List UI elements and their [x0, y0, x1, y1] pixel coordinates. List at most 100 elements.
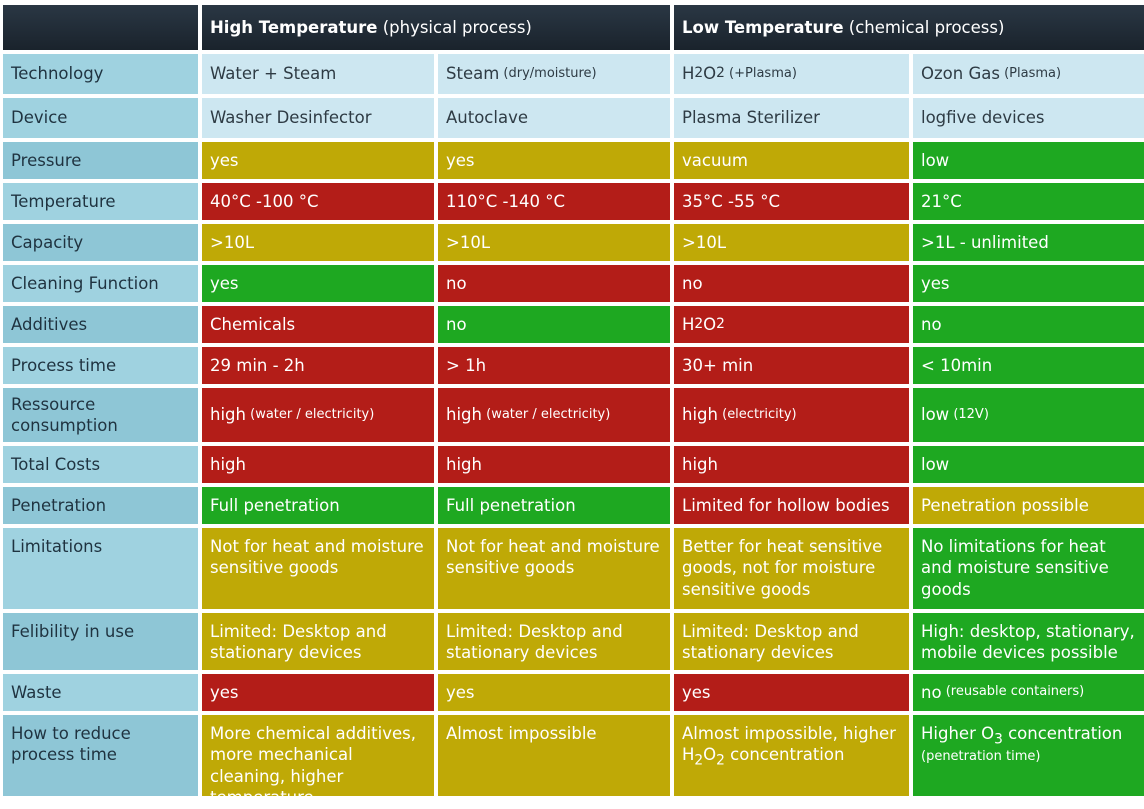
cell-waste-1: yes [202, 674, 434, 711]
cell-reduce-4: Higher O3 concentration (penetration tim… [913, 715, 1144, 796]
cell-reduce-2: Almost impossible [438, 715, 670, 796]
header-low-temperature: Low Temperature (chemical process) [674, 5, 1144, 50]
row-label-total-costs: Total Costs [3, 446, 198, 483]
additives-sub2: 2 [716, 315, 725, 332]
cell-technology-steam: Steam (dry/moisture) [438, 54, 670, 94]
cell-resource-3: high (electricity) [674, 388, 909, 442]
cell-pressure-1: yes [202, 142, 434, 179]
technology-steam-main: Steam [446, 64, 500, 84]
cell-resource-2: high (water / electricity) [438, 388, 670, 442]
row-label-process-time: Process time [3, 347, 198, 384]
cell-limitations-1: Not for heat and moisture sensitive good… [202, 528, 434, 609]
cell-process-time-3: 30+ min [674, 347, 909, 384]
row-label-resource: Ressource consumption [3, 388, 198, 442]
cell-penetration-1: Full penetration [202, 487, 434, 524]
cell-reduce-1: More chemical additives, more mechanical… [202, 715, 434, 807]
cell-device-logfive: logfive devices [913, 98, 1144, 138]
row-label-waste: Waste [3, 674, 198, 711]
row-label-additives: Additives [3, 306, 198, 343]
reduce-4-note: (penetration time) [921, 749, 1041, 765]
reduce-4-sub: 3 [994, 731, 1003, 748]
resource-1-note: (water / electricity) [245, 406, 375, 422]
cell-waste-3: yes [674, 674, 909, 711]
cell-capacity-1: >10L [202, 224, 434, 261]
cell-flexibility-3: Limited: Desktop and stationary devices [674, 613, 909, 670]
cell-limitations-2: Not for heat and moisture sensitive good… [438, 528, 670, 609]
cell-additives-2: no [438, 306, 670, 343]
cell-waste-2: yes [438, 674, 670, 711]
additives-sub: 2 [694, 315, 704, 332]
cell-flexibility-4: High: desktop, stationary, mobile device… [913, 613, 1144, 670]
cell-technology-ozon: Ozon Gas (Plasma) [913, 54, 1144, 94]
reduce-3-sub: 2 [694, 752, 704, 769]
waste-4-main: no [921, 682, 942, 702]
h2o2-sub2: 2 [716, 65, 725, 82]
cell-additives-1: Chemicals [202, 306, 434, 343]
resource-2-note: (water / electricity) [481, 406, 611, 422]
reduce-3-b: concentration [724, 745, 845, 765]
cell-penetration-4: Penetration possible [913, 487, 1144, 524]
cell-penetration-3: Limited for hollow bodies [674, 487, 909, 524]
resource-2-main: high [446, 405, 482, 425]
cell-total-costs-3: high [674, 446, 909, 483]
reduce-3-h: H [682, 745, 695, 765]
resource-3-main: high [682, 405, 718, 425]
resource-1-main: high [210, 405, 246, 425]
reduce-3-o: O [703, 745, 717, 765]
row-label-pressure: Pressure [3, 142, 198, 179]
cell-device-autoclave: Autoclave [438, 98, 670, 138]
cell-limitations-4: No limitations for heat and moisture sen… [913, 528, 1144, 609]
h2o2-h: H [682, 64, 695, 84]
row-label-technology: Technology [3, 54, 198, 94]
reduce-4-stack: Higher O3 concentration (penetration tim… [921, 723, 1122, 766]
cell-temperature-1: 40°C -100 °C [202, 183, 434, 220]
cell-resource-4: low (12V) [913, 388, 1144, 442]
cell-process-time-4: < 10min [913, 347, 1144, 384]
h2o2-sub: 2 [694, 65, 704, 82]
cell-additives-4: no [913, 306, 1144, 343]
cell-pressure-4: low [913, 142, 1144, 179]
technology-ozon-note: (Plasma) [999, 65, 1062, 81]
cell-flexibility-2: Limited: Desktop and stationary devices [438, 613, 670, 670]
technology-h2o2-note: (+Plasma) [724, 65, 797, 81]
cell-cleaning-4: yes [913, 265, 1144, 302]
cell-cleaning-1: yes [202, 265, 434, 302]
row-label-reduce: How to reduce process time [3, 715, 198, 796]
cell-temperature-4: 21°C [913, 183, 1144, 220]
reduce-3-sub2: 2 [716, 752, 725, 769]
cell-cleaning-3: no [674, 265, 909, 302]
row-label-flexibility: Felibility in use [3, 613, 198, 670]
header-corner [3, 5, 198, 50]
reduce-4-line1: Higher O3 concentration [921, 723, 1122, 749]
resource-4-main: low [921, 405, 950, 425]
header-high-bold: High Temperature [210, 17, 378, 37]
cell-pressure-2: yes [438, 142, 670, 179]
row-label-temperature: Temperature [3, 183, 198, 220]
row-label-device: Device [3, 98, 198, 138]
header-high-temperature: High Temperature (physical process) [202, 5, 670, 50]
reduce-3-line2: H2O2 concentration [682, 744, 896, 770]
cell-device-washer: Washer Desinfector [202, 98, 434, 138]
additives-o: O [703, 314, 717, 334]
reduce-4-a: Higher O [921, 724, 995, 743]
cell-pressure-3: vacuum [674, 142, 909, 179]
cell-total-costs-4: low [913, 446, 1144, 483]
additives-h: H [682, 314, 695, 334]
reduce-3-stack: Almost impossible, higher H2O2 concentra… [682, 723, 896, 771]
cell-device-plasma: Plasma Sterilizer [674, 98, 909, 138]
cell-temperature-3: 35°C -55 °C [674, 183, 909, 220]
cell-cleaning-2: no [438, 265, 670, 302]
waste-4-note: (reusable containers) [941, 684, 1085, 700]
row-label-limitations: Limitations [3, 528, 198, 609]
reduce-3-line1: Almost impossible, higher [682, 724, 896, 743]
comparison-table: High Temperature (physical process) Low … [3, 5, 1144, 807]
technology-ozon-main: Ozon Gas [921, 64, 1000, 84]
cell-waste-4: no (reusable containers) [913, 674, 1144, 711]
cell-total-costs-2: high [438, 446, 670, 483]
resource-4-note: (12V) [949, 406, 989, 422]
cell-process-time-1: 29 min - 2h [202, 347, 434, 384]
cell-technology-washer: Water + Steam [202, 54, 434, 94]
header-low-rest: (chemical process) [843, 17, 1005, 37]
